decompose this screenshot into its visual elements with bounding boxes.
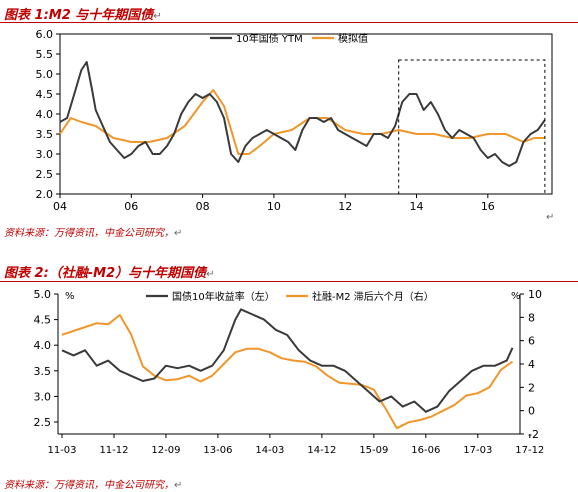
x-tick-label: 12 <box>338 200 352 213</box>
y-left-tick-label: 2.5 <box>34 416 52 429</box>
figure2-title-text: 图表 2:（社融-M2）与十年期国债 <box>4 266 207 281</box>
figure1-source-text: 资料来源：万得资讯，中金公司研究， <box>4 228 174 239</box>
figure1-chart: 2.0 2.5 3.0 3.5 4.0 4.5 5.0 5.5 6.0 04 06 08 10 12 14 1… <box>36 28 555 223</box>
figure1-source: 资料来源：万得资讯，中金公司研究，↵ <box>4 224 182 239</box>
x-tick-label: 16 <box>481 200 495 213</box>
y-right-tick-label: 10 <box>528 288 542 301</box>
x-tick-label: 12-09 <box>151 445 180 456</box>
x-tick-label: 11-03 <box>47 445 76 456</box>
series-ytm-line <box>59 61 546 167</box>
x-tick-label: 11-12 <box>99 445 128 456</box>
figure2-source-text: 资料来源：万得资讯，中金公司研究， <box>4 480 174 491</box>
y-left-tick-label: 4.5 <box>34 314 52 327</box>
y-tick-label: 2.0 <box>36 188 54 201</box>
legend-label-ytm: 10年国债 YTM <box>236 32 303 45</box>
figure1-lines <box>59 61 546 167</box>
y-left-tick-label: 5.0 <box>34 288 52 301</box>
x-tick-label: 06 <box>124 200 138 213</box>
y-right-tick-label: 0 <box>528 405 535 418</box>
return-mark: ↵ <box>174 228 183 239</box>
figure2-legend: 国债10年收益率（左） 社融-M2 滞后六个月（右） <box>146 290 434 303</box>
y-tick-label: 2.5 <box>36 168 54 181</box>
x-tick-label: 10 <box>267 200 281 213</box>
x-tick-label: 14-12 <box>307 445 336 456</box>
x-tick-label: 17-12 <box>515 445 544 456</box>
return-mark: ↵ <box>546 212 554 223</box>
figure2-lines <box>61 308 514 430</box>
y-right-tick-label: -2 <box>528 428 539 441</box>
x-tick-label: 16-06 <box>411 445 440 456</box>
plot-frame <box>59 33 553 195</box>
x-tick-label: 17-03 <box>463 445 492 456</box>
y-tick-label: 4.5 <box>36 88 54 101</box>
figure1-axes: 2.0 2.5 3.0 3.5 4.0 4.5 5.0 5.5 6.0 04 06 08 10 12 14 1… <box>36 28 553 213</box>
series-model-line <box>59 89 545 155</box>
x-tick-label: 14 <box>410 200 424 213</box>
legend-label-model: 模拟值 <box>338 32 368 45</box>
y-tick-label: 4.0 <box>36 108 54 121</box>
return-mark: ↵ <box>174 480 183 491</box>
x-tick-label: 14-03 <box>255 445 284 456</box>
x-tick-label: 13-06 <box>203 445 232 456</box>
figure1-title: 图表 1:M2 与十年期国债↵ <box>4 4 162 23</box>
figure2-axes: 2.5 3.0 3.5 4.0 4.5 5.0 -2 0 2 4 6 8 10 11-03 11-12 12-… <box>34 288 545 456</box>
highlight-box <box>398 59 546 195</box>
y-left-tick-label: 4.0 <box>34 339 52 352</box>
left-unit-label: % <box>65 291 75 302</box>
y-left-tick-label: 3.5 <box>34 365 52 378</box>
y-tick-label: 6.0 <box>36 28 54 41</box>
y-left-tick-label: 3.0 <box>34 390 52 403</box>
y-right-tick-label: 6 <box>528 335 535 348</box>
y-right-tick-label: 2 <box>528 381 535 394</box>
y-tick-label: 3.5 <box>36 128 54 141</box>
figure2-title-rule <box>0 281 578 282</box>
figure1-title-rule <box>0 22 578 23</box>
legend-label-bond: 国债10年收益率（左） <box>172 290 275 303</box>
return-mark: ↵ <box>153 11 162 22</box>
figure2-source: 资料来源：万得资讯，中金公司研究，↵ <box>4 476 182 491</box>
right-unit-label: % <box>511 291 521 302</box>
figure2-title: 图表 2:（社融-M2）与十年期国债↵ <box>4 262 215 281</box>
y-right-tick-label: 8 <box>528 311 535 324</box>
series-tsf-m2-line <box>61 314 514 430</box>
x-tick-label: 04 <box>53 200 67 213</box>
y-tick-label: 3.0 <box>36 148 54 161</box>
y-tick-label: 5.0 <box>36 68 54 81</box>
figure1-title-text: 图表 1:M2 与十年期国债 <box>4 8 154 23</box>
y-right-tick-label: 4 <box>528 358 535 371</box>
x-tick-label: 08 <box>196 200 210 213</box>
return-mark: ↵ <box>206 269 215 280</box>
figure1-legend: 10年国债 YTM 模拟值 <box>210 32 368 45</box>
series-bond-yield-line <box>61 308 514 413</box>
x-tick-label: 15-09 <box>359 445 388 456</box>
legend-label-tsf-m2: 社融-M2 滞后六个月（右） <box>312 290 434 303</box>
figure2-chart: 2.5 3.0 3.5 4.0 4.5 5.0 -2 0 2 4 6 8 10 11-03 11-12 12-… <box>34 288 545 456</box>
y-tick-label: 5.5 <box>36 48 54 61</box>
